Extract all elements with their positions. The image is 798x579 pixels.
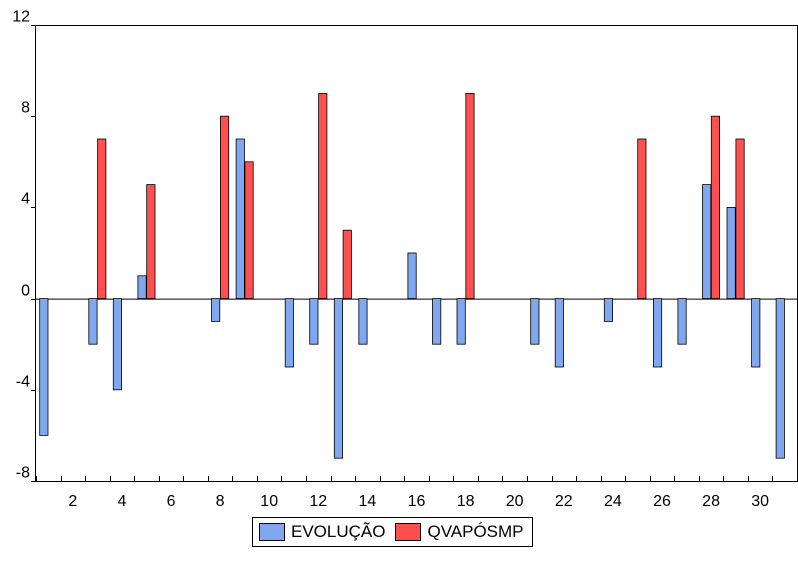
x-tick-label: 22 xyxy=(555,493,573,510)
x-tick-label: 14 xyxy=(359,493,377,510)
bar-evolucao xyxy=(554,298,564,368)
bar-evolucao xyxy=(530,298,540,345)
bar-evolucao xyxy=(284,298,294,368)
legend-item-evolucao: EVOLUÇÃO xyxy=(259,522,385,542)
x-tick-label: 20 xyxy=(506,493,524,510)
y-tick-label: 8 xyxy=(21,100,30,117)
bar-qvaposmp xyxy=(465,93,475,299)
bar-evolucao xyxy=(309,298,319,345)
bar-evolucao xyxy=(88,298,98,345)
bar-qvaposmp xyxy=(219,115,230,299)
x-tick-label: 26 xyxy=(653,493,671,510)
bar-qvaposmp xyxy=(710,115,720,299)
bar-evolucao xyxy=(211,298,221,322)
bar-evolucao xyxy=(39,298,49,436)
x-tick-label: 4 xyxy=(117,493,126,510)
x-tick-label: 6 xyxy=(167,493,176,510)
x-tick-label: 12 xyxy=(309,493,327,510)
legend-label-evolucao: EVOLUÇÃO xyxy=(291,522,386,541)
bar-evolucao xyxy=(235,138,245,300)
bar-qvaposmp xyxy=(146,184,156,300)
bar-evolucao xyxy=(653,298,663,368)
bar-qvaposmp xyxy=(735,138,745,300)
x-tick-label: 18 xyxy=(457,493,475,510)
bar-evolucao xyxy=(112,298,123,391)
bar-evolucao xyxy=(456,298,466,345)
legend-item-qvaposmp: QVAPÓSMP xyxy=(395,522,524,542)
legend: EVOLUÇÃO QVAPÓSMP xyxy=(252,517,533,547)
legend-swatch-evolucao xyxy=(259,523,285,541)
bar-qvaposmp xyxy=(244,161,254,300)
bar-evolucao xyxy=(775,298,785,459)
y-tick-label: -4 xyxy=(16,374,30,391)
bar-qvaposmp xyxy=(318,93,328,299)
x-tick-label: 10 xyxy=(260,493,278,510)
x-tick-label: 28 xyxy=(702,493,720,510)
x-tick-label: 8 xyxy=(216,493,225,510)
bar-evolucao xyxy=(726,206,736,299)
x-tick-label: 2 xyxy=(68,493,77,510)
y-tick-label: -8 xyxy=(16,465,30,482)
bar-evolucao xyxy=(432,298,442,345)
bar-evolucao xyxy=(407,252,417,299)
y-tick-label: 0 xyxy=(21,283,30,300)
bar-evolucao xyxy=(358,298,368,345)
x-tick-label: 16 xyxy=(408,493,426,510)
y-axis: -8 -4 0 4 8 12 xyxy=(12,9,36,482)
bar-qvaposmp xyxy=(97,138,107,300)
y-tick-label: 4 xyxy=(21,191,30,208)
bars xyxy=(39,93,785,459)
legend-label-qvaposmp: QVAPÓSMP xyxy=(427,522,524,541)
bar-qvaposmp xyxy=(342,229,352,299)
x-tick-label: 30 xyxy=(751,493,769,510)
x-tick-label: 24 xyxy=(604,493,622,510)
bar-evolucao xyxy=(677,298,687,345)
legend-swatch-qvaposmp xyxy=(395,523,422,541)
bar-evolucao xyxy=(603,298,613,322)
bar-evolucao xyxy=(333,298,343,459)
bar-qvaposmp xyxy=(637,138,647,300)
bar-evolucao xyxy=(751,298,761,368)
bar-evolucao xyxy=(137,275,147,299)
y-tick-label: 12 xyxy=(12,9,30,26)
x-axis: 2 4 6 8 10 12 14 16 18 20 22 24 26 28 30 xyxy=(36,476,798,510)
bar-evolucao xyxy=(702,184,712,300)
